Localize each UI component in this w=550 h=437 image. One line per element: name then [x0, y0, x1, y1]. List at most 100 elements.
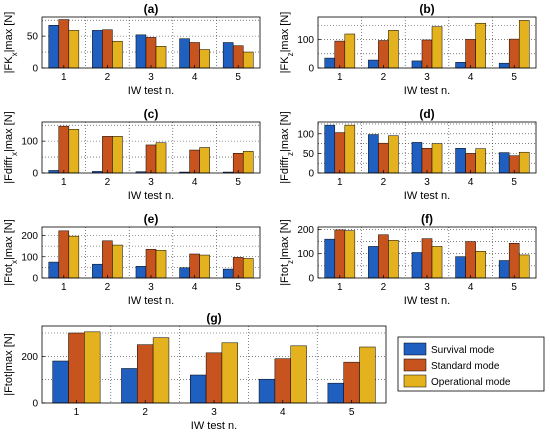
bar-survival-mode-4 [179, 267, 190, 279]
bar-survival-mode-4 [455, 256, 466, 279]
bar-survival-mode-3 [135, 34, 147, 69]
y-tick-label: 100 [297, 249, 314, 260]
x-tick-label: 1 [337, 282, 343, 293]
bar-standard-mode-5 [508, 38, 520, 69]
panel-title: (a) [144, 2, 159, 16]
x-tick-label: 4 [280, 407, 286, 418]
x-axis-label: IW test n. [128, 190, 174, 202]
x-tick-label: 3 [424, 282, 430, 293]
bar-operational-mode-2 [388, 135, 399, 174]
bar-standard-mode-4 [465, 241, 476, 279]
y-tick-label: 50 [303, 149, 315, 160]
bar-operational-mode-2 [152, 337, 170, 404]
bar-operational-mode-1 [84, 331, 101, 404]
y-tick-label: 0 [308, 64, 314, 75]
x-tick-label: 2 [381, 72, 387, 83]
bar-survival-mode-4 [455, 148, 466, 174]
bar-operational-mode-1 [344, 33, 356, 69]
bar-survival-mode-3 [411, 142, 423, 174]
bar-operational-mode-4 [199, 49, 210, 69]
y-tick-label: 200 [21, 231, 38, 242]
bar-operational-mode-5 [518, 20, 530, 69]
bar-operational-mode-5 [518, 151, 530, 174]
bar-standard-mode-2 [102, 136, 113, 174]
bar-standard-mode-1 [334, 229, 346, 279]
y-tick-label: 100 [21, 252, 38, 263]
y-tick-label: 100 [21, 137, 38, 148]
x-tick-label: 2 [105, 177, 111, 188]
bar-standard-mode-2 [137, 344, 154, 404]
bar-standard-mode-1 [58, 19, 70, 69]
legend-swatch [403, 358, 427, 372]
x-axis-label: IW test n. [404, 295, 450, 307]
panel-title: (e) [144, 212, 159, 226]
bar-operational-mode-3 [431, 26, 443, 69]
bar-operational-mode-5 [518, 254, 530, 279]
bar-survival-mode-5 [498, 62, 510, 69]
bar-standard-mode-4 [189, 149, 200, 174]
x-tick-label: 5 [235, 177, 241, 188]
x-tick-label: 5 [235, 72, 241, 83]
legend-label: Survival mode [431, 345, 495, 356]
bar-standard-mode-3 [205, 352, 223, 404]
bar-standard-mode-5 [508, 243, 520, 279]
bar-survival-mode-1 [48, 25, 60, 69]
bar-survival-mode-1 [324, 57, 336, 69]
panel-e: 1 2 3 4 5 0 100 200 (e) IW test n. |Ftotx|max [N] [3, 212, 261, 307]
bar-survival-mode-2 [92, 30, 103, 69]
bar-operational-mode-1 [68, 30, 80, 69]
y-axis-label: |Ftotz|max [N] [279, 219, 295, 286]
bar-standard-mode-1 [68, 332, 85, 404]
x-tick-label: 4 [192, 282, 198, 293]
bar-survival-mode-4 [179, 38, 190, 69]
x-tick-label: 5 [511, 282, 517, 293]
bar-standard-mode-1 [58, 125, 70, 174]
y-tick-label: 0 [32, 274, 38, 285]
x-axis-label: IW test n. [128, 295, 174, 307]
bar-standard-mode-1 [334, 132, 346, 174]
bar-standard-mode-5 [343, 361, 360, 404]
bar-survival-mode-1 [324, 238, 336, 279]
bar-survival-mode-1 [324, 124, 336, 174]
y-tick-label: 0 [32, 399, 38, 410]
legend: Survival mode Standard mode Operational mo… [397, 336, 545, 392]
x-tick-label: 4 [192, 177, 198, 188]
x-tick-label: 1 [74, 407, 80, 418]
x-tick-label: 3 [424, 72, 430, 83]
x-axis-label: IW test n. [191, 420, 237, 432]
bar-operational-mode-4 [199, 147, 210, 174]
y-axis-label: |FKz|max [N] [279, 12, 295, 74]
bar-survival-mode-3 [411, 60, 423, 69]
legend-label: Standard mode [431, 361, 500, 372]
bar-operational-mode-3 [155, 142, 167, 174]
bar-standard-mode-5 [232, 257, 244, 279]
x-axis-label: IW test n. [404, 190, 450, 202]
x-tick-label: 3 [148, 72, 154, 83]
bar-operational-mode-4 [475, 251, 486, 279]
bar-standard-mode-2 [378, 142, 389, 174]
y-axis-label: |Fdiffrz|max [N] [279, 111, 295, 183]
bar-survival-mode-2 [368, 246, 379, 279]
bar-standard-mode-3 [421, 148, 433, 174]
bar-standard-mode-4 [274, 358, 291, 404]
y-axis-label: |Ftot|max [N] [3, 333, 15, 396]
bar-operational-mode-2 [112, 244, 123, 279]
bar-standard-mode-1 [58, 230, 70, 279]
bar-standard-mode-4 [189, 253, 200, 279]
bar-operational-mode-3 [155, 46, 167, 69]
bar-operational-mode-5 [242, 258, 254, 279]
bar-survival-mode-5 [498, 260, 510, 279]
y-tick-label: 200 [297, 225, 314, 236]
bar-operational-mode-2 [388, 30, 399, 69]
y-tick-label: 200 [21, 352, 38, 363]
panel-c: 1 2 3 4 5 0 100 (c) IW test n. |Fdiffrx|max [N] [3, 107, 261, 202]
x-tick-label: 4 [192, 72, 198, 83]
bar-survival-mode-4 [258, 378, 276, 404]
bar-survival-mode-5 [327, 382, 344, 404]
bar-survival-mode-5 [222, 42, 234, 69]
bar-operational-mode-2 [388, 240, 399, 279]
panel-title: (g) [206, 311, 221, 325]
